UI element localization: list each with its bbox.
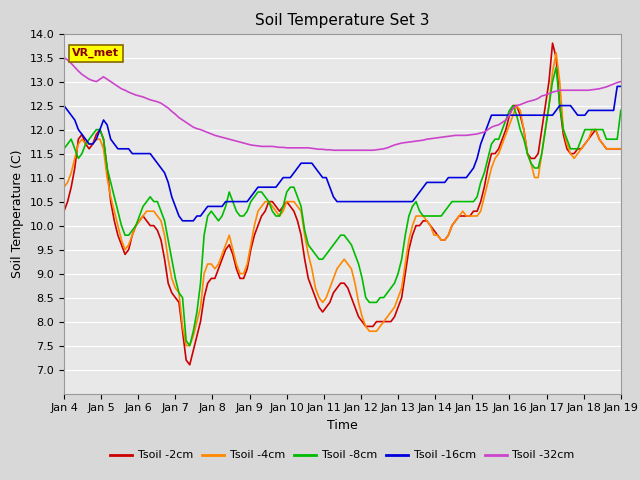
Tsoil -32cm <box>513 103 520 108</box>
Tsoil -2cm <box>513 103 520 108</box>
Tsoil -2cm <box>294 218 301 224</box>
Tsoil -16cm <box>179 218 186 224</box>
Tsoil -2cm <box>186 362 193 368</box>
Tsoil -4cm <box>60 184 68 190</box>
Line: Tsoil -2cm: Tsoil -2cm <box>64 43 621 365</box>
Tsoil -8cm <box>552 64 560 70</box>
Tsoil -2cm <box>272 204 280 209</box>
Title: Soil Temperature Set 3: Soil Temperature Set 3 <box>255 13 429 28</box>
Line: Tsoil -16cm: Tsoil -16cm <box>64 86 621 221</box>
Tsoil -2cm <box>617 146 625 152</box>
Text: VR_met: VR_met <box>72 48 119 58</box>
Tsoil -32cm <box>448 133 456 139</box>
Tsoil -2cm <box>448 223 456 228</box>
Tsoil -8cm <box>204 213 212 219</box>
Tsoil -16cm <box>448 175 456 180</box>
Tsoil -4cm <box>204 261 212 267</box>
Tsoil -16cm <box>394 199 402 204</box>
Tsoil -2cm <box>60 208 68 214</box>
Tsoil -32cm <box>60 55 68 60</box>
Tsoil -4cm <box>182 343 190 348</box>
Tsoil -32cm <box>330 147 337 153</box>
Tsoil -8cm <box>617 108 625 113</box>
Line: Tsoil -8cm: Tsoil -8cm <box>64 67 621 346</box>
Tsoil -8cm <box>272 213 280 219</box>
Tsoil -8cm <box>60 146 68 152</box>
Y-axis label: Soil Temperature (C): Soil Temperature (C) <box>11 149 24 278</box>
Tsoil -32cm <box>394 141 402 147</box>
Tsoil -16cm <box>60 103 68 108</box>
Tsoil -4cm <box>394 295 402 300</box>
Tsoil -2cm <box>204 280 212 286</box>
Tsoil -4cm <box>294 204 301 209</box>
Line: Tsoil -32cm: Tsoil -32cm <box>64 58 621 150</box>
Tsoil -16cm <box>613 84 621 89</box>
Tsoil -4cm <box>552 50 560 56</box>
Tsoil -32cm <box>200 128 208 134</box>
Tsoil -16cm <box>513 112 520 118</box>
Legend: Tsoil -2cm, Tsoil -4cm, Tsoil -8cm, Tsoil -16cm, Tsoil -32cm: Tsoil -2cm, Tsoil -4cm, Tsoil -8cm, Tsoi… <box>106 446 579 465</box>
Tsoil -32cm <box>617 79 625 84</box>
Tsoil -8cm <box>448 199 456 204</box>
Tsoil -4cm <box>513 103 520 108</box>
X-axis label: Time: Time <box>327 419 358 432</box>
Tsoil -8cm <box>186 343 193 348</box>
Tsoil -32cm <box>269 144 276 149</box>
Tsoil -8cm <box>513 112 520 118</box>
Tsoil -32cm <box>290 145 298 151</box>
Tsoil -16cm <box>204 204 212 209</box>
Tsoil -4cm <box>617 146 625 152</box>
Line: Tsoil -4cm: Tsoil -4cm <box>64 53 621 346</box>
Tsoil -16cm <box>272 184 280 190</box>
Tsoil -4cm <box>272 208 280 214</box>
Tsoil -16cm <box>617 84 625 89</box>
Tsoil -8cm <box>394 271 402 276</box>
Tsoil -2cm <box>394 304 402 310</box>
Tsoil -2cm <box>548 40 556 46</box>
Tsoil -16cm <box>294 165 301 171</box>
Tsoil -4cm <box>448 223 456 228</box>
Tsoil -8cm <box>294 194 301 200</box>
